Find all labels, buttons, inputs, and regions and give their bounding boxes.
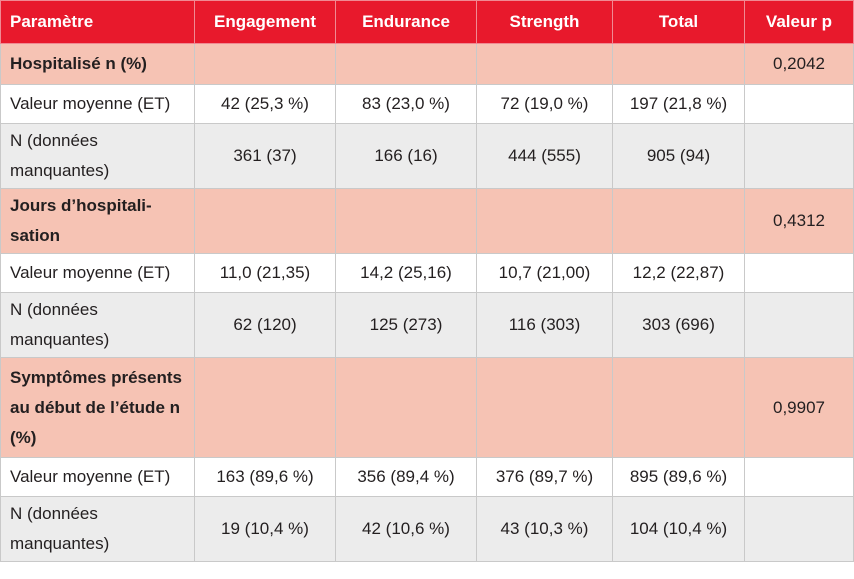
header-valeur-p: Valeur p <box>744 0 854 44</box>
row-label: Valeur moyenne (ET) <box>0 457 195 497</box>
table-row: N (données manquantes) 361 (37) 166 (16)… <box>0 123 854 189</box>
cell-strength: 72 (19,0 %) <box>476 84 613 124</box>
cell-engagement: 62 (120) <box>194 292 336 358</box>
header-strength: Strength <box>476 0 613 44</box>
header-total: Total <box>612 0 745 44</box>
cell-total <box>612 43 745 85</box>
cell-endurance: 125 (273) <box>335 292 477 358</box>
cell-endurance: 42 (10,6 %) <box>335 496 477 562</box>
cell-endurance: 166 (16) <box>335 123 477 189</box>
row-label: Symptômes présents au début de l’étude n… <box>0 357 195 458</box>
cell-endurance <box>335 188 477 254</box>
cell-total: 905 (94) <box>612 123 745 189</box>
cell-endurance: 83 (23,0 %) <box>335 84 477 124</box>
cell-total: 303 (696) <box>612 292 745 358</box>
cell-strength: 43 (10,3 %) <box>476 496 613 562</box>
table-row: Valeur moyenne (ET) 11,0 (21,35) 14,2 (2… <box>0 253 854 293</box>
section-row-jours-hospitalisation: Jours d’hospitali-sation 0,4312 <box>0 188 854 254</box>
cell-total <box>612 188 745 254</box>
cell-engagement: 42 (25,3 %) <box>194 84 336 124</box>
table-row: Valeur moyenne (ET) 42 (25,3 %) 83 (23,0… <box>0 84 854 124</box>
section-row-symptomes: Symptômes présents au début de l’étude n… <box>0 357 854 458</box>
cell-endurance <box>335 43 477 85</box>
row-label: N (données manquantes) <box>0 496 195 562</box>
cell-strength: 10,7 (21,00) <box>476 253 613 293</box>
row-label: Jours d’hospitali-sation <box>0 188 195 254</box>
cell-strength <box>476 43 613 85</box>
cell-valeur-p <box>744 496 854 562</box>
section-row-hospitalise: Hospitalisé n (%) 0,2042 <box>0 43 854 85</box>
cell-endurance: 14,2 (25,16) <box>335 253 477 293</box>
row-label: Valeur moyenne (ET) <box>0 84 195 124</box>
row-label: Valeur moyenne (ET) <box>0 253 195 293</box>
table-row: N (données manquantes) 19 (10,4 %) 42 (1… <box>0 496 854 562</box>
row-label: Hospitalisé n (%) <box>0 43 195 85</box>
cell-strength: 116 (303) <box>476 292 613 358</box>
results-table: Paramètre Engagement Endurance Strength … <box>0 0 854 562</box>
cell-total: 104 (10,4 %) <box>612 496 745 562</box>
header-row: Paramètre Engagement Endurance Strength … <box>0 0 854 44</box>
cell-engagement <box>194 43 336 85</box>
cell-strength <box>476 188 613 254</box>
cell-endurance <box>335 357 477 458</box>
row-label: N (données manquantes) <box>0 123 195 189</box>
cell-strength <box>476 357 613 458</box>
cell-engagement <box>194 188 336 254</box>
cell-valeur-p <box>744 292 854 358</box>
row-label: N (données manquantes) <box>0 292 195 358</box>
cell-valeur-p: 0,4312 <box>744 188 854 254</box>
cell-total <box>612 357 745 458</box>
header-engagement: Engagement <box>194 0 336 44</box>
cell-valeur-p: 0,9907 <box>744 357 854 458</box>
cell-engagement: 11,0 (21,35) <box>194 253 336 293</box>
header-parametre: Paramètre <box>0 0 195 44</box>
cell-valeur-p <box>744 84 854 124</box>
cell-valeur-p <box>744 457 854 497</box>
cell-strength: 444 (555) <box>476 123 613 189</box>
cell-engagement: 163 (89,6 %) <box>194 457 336 497</box>
cell-valeur-p <box>744 253 854 293</box>
cell-engagement <box>194 357 336 458</box>
cell-total: 895 (89,6 %) <box>612 457 745 497</box>
cell-endurance: 356 (89,4 %) <box>335 457 477 497</box>
cell-engagement: 19 (10,4 %) <box>194 496 336 562</box>
header-endurance: Endurance <box>335 0 477 44</box>
cell-total: 197 (21,8 %) <box>612 84 745 124</box>
table-row: N (données manquantes) 62 (120) 125 (273… <box>0 292 854 358</box>
cell-engagement: 361 (37) <box>194 123 336 189</box>
cell-total: 12,2 (22,87) <box>612 253 745 293</box>
cell-strength: 376 (89,7 %) <box>476 457 613 497</box>
cell-valeur-p: 0,2042 <box>744 43 854 85</box>
table-row: Valeur moyenne (ET) 163 (89,6 %) 356 (89… <box>0 457 854 497</box>
cell-valeur-p <box>744 123 854 189</box>
